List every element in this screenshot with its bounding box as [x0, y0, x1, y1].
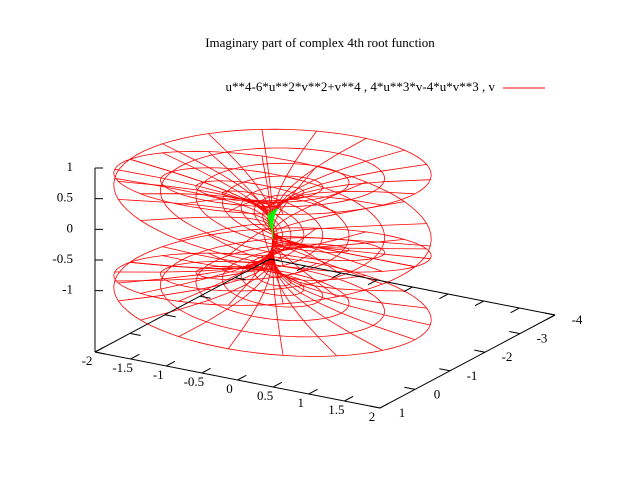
- y-tick-back: [129, 332, 141, 336]
- y-tick: [404, 386, 416, 390]
- y-tick-label: 1: [399, 405, 406, 420]
- x-tick: [344, 395, 354, 402]
- x-tick: [94, 346, 104, 353]
- x-tick-back: [332, 272, 342, 279]
- y-tick: [439, 368, 451, 372]
- y-tick: [544, 312, 556, 316]
- z-tick-label: 0.5: [57, 190, 73, 205]
- x-tick: [237, 374, 247, 381]
- y-tick-label: -2: [502, 349, 513, 364]
- x-tick-label: 2: [369, 409, 376, 424]
- x-tick-back: [367, 279, 378, 286]
- x-tick-label: -2: [82, 353, 93, 368]
- base-edge: [379, 314, 556, 409]
- x-tick: [308, 388, 318, 395]
- highlight-spoke: [272, 223, 274, 239]
- y-tick: [509, 331, 521, 335]
- y-tick-back: [199, 295, 211, 299]
- x-tick-back: [296, 265, 306, 272]
- z-tick-label: 1: [67, 159, 74, 174]
- y-tick: [474, 349, 486, 353]
- mesh-spoke: [272, 238, 416, 268]
- x-tick-label: -1: [153, 367, 164, 382]
- x-tick-back: [403, 286, 413, 293]
- y-tick-back: [164, 314, 176, 318]
- y-tick: [369, 405, 381, 409]
- x-tick-back: [439, 293, 449, 300]
- axes: [94, 167, 556, 409]
- x-tick-label: 1.5: [328, 402, 344, 417]
- z-tick-label: -0.5: [52, 251, 73, 266]
- z-tick-label: 0: [67, 220, 74, 235]
- base-edge: [94, 258, 271, 353]
- x-tick-back: [510, 307, 520, 314]
- x-tick-label: 1: [298, 395, 305, 410]
- x-tick-back: [261, 258, 271, 265]
- y-tick-back: [94, 351, 106, 355]
- y-tick-label: 0: [434, 386, 441, 401]
- y-tick-label: -1: [467, 368, 478, 383]
- x-tick: [272, 381, 283, 388]
- mesh-spoke: [272, 238, 427, 250]
- legend-label: u**4-6*u**2*v**2+v**4 , 4*u**3*v-4*u*v**…: [226, 79, 496, 94]
- x-tick: [130, 353, 140, 360]
- y-tick-label: -4: [572, 312, 583, 327]
- y-tick-back: [234, 277, 246, 281]
- surface: [113, 128, 432, 357]
- chart-title: Imaginary part of complex 4th root funct…: [205, 35, 435, 50]
- x-tick-label: 0.5: [257, 388, 273, 403]
- x-tick-back: [546, 314, 556, 321]
- y-tick-back: [269, 258, 281, 262]
- y-tick-label: -3: [537, 331, 548, 346]
- mesh-spoke: [272, 238, 405, 249]
- x-tick-back: [474, 300, 484, 307]
- x-tick: [379, 402, 389, 409]
- x-tick-label: -1.5: [112, 360, 133, 375]
- x-tick: [201, 367, 211, 374]
- mesh-spoke: [272, 238, 431, 260]
- x-tick: [166, 360, 176, 367]
- z-tick-label: -1: [62, 282, 73, 297]
- x-tick-label: -0.5: [184, 374, 205, 389]
- x-tick-label: 0: [226, 381, 233, 396]
